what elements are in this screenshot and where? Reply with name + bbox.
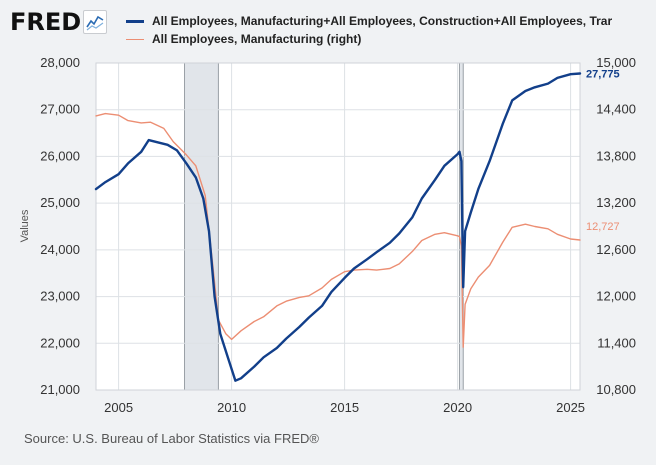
- last-value-label-1: 27,775: [586, 69, 620, 81]
- series-lines: [94, 72, 582, 382]
- y-right-tick-label: 11,400: [597, 335, 636, 350]
- series-line-1: [94, 72, 582, 382]
- y-left-tick-label: 22,000: [40, 335, 80, 350]
- y-left-tick-label: 26,000: [40, 148, 80, 163]
- axis-labels: 21,000 22,000 23,000 24,000 25,000 26,000 27,0…: [40, 55, 636, 415]
- y-right-tick-label: 12,000: [596, 289, 636, 304]
- y-left-tick-label: 23,000: [40, 289, 80, 304]
- y-left-tick-label: 24,000: [40, 242, 80, 257]
- chart-plot: 21,000 22,000 23,000 24,000 25,000 26,000 27,0…: [19, 55, 636, 415]
- fred-logo: FRED: [10, 8, 108, 36]
- plot-border: [95, 62, 581, 391]
- y-right-tick-label: 13,800: [596, 148, 636, 163]
- x-tick-label: 2015: [330, 400, 359, 415]
- fred-chart-icon: [83, 10, 108, 34]
- x-tick-label: 2025: [556, 400, 585, 415]
- legend-swatch-series-2: [126, 38, 144, 40]
- legend-entry-series-1: All Employees, Manufacturing+All Employe…: [126, 12, 656, 30]
- y-right-tick-label: 12,600: [596, 242, 636, 257]
- y-left-tick-label: 27,000: [40, 102, 80, 117]
- source-note: Source: U.S. Bureau of Labor Statistics …: [24, 431, 319, 446]
- logo-text: FRED: [10, 8, 82, 36]
- series-line-2: [95, 112, 581, 348]
- legend-entry-series-2: All Employees, Manufacturing (right): [126, 30, 656, 48]
- grid-lines: [95, 62, 581, 391]
- y-left-tick-label: 21,000: [40, 382, 80, 397]
- x-tick-label: 2020: [443, 400, 472, 415]
- y-left-tick-label: 25,000: [40, 195, 80, 210]
- x-tick-label: 2010: [217, 400, 246, 415]
- chart-legend: All Employees, Manufacturing+All Employe…: [126, 12, 656, 48]
- y-right-tick-label: 14,400: [596, 102, 636, 117]
- y-right-tick-label: 13,200: [596, 195, 636, 210]
- legend-label-series-2: All Employees, Manufacturing (right): [152, 32, 362, 46]
- legend-label-series-1: All Employees, Manufacturing+All Employe…: [152, 14, 613, 28]
- x-tick-label: 2005: [104, 400, 133, 415]
- y-left-tick-label: 28,000: [40, 55, 80, 70]
- legend-swatch-series-1: [126, 19, 144, 23]
- recession-band-1: [184, 63, 219, 390]
- y-axis-title: Values: [19, 209, 31, 242]
- last-value-label-2: 12,727: [586, 221, 620, 233]
- plot-background: [96, 63, 580, 390]
- y-right-tick-label: 10,800: [596, 382, 636, 397]
- y-right-tick-label: 15,000: [596, 55, 636, 70]
